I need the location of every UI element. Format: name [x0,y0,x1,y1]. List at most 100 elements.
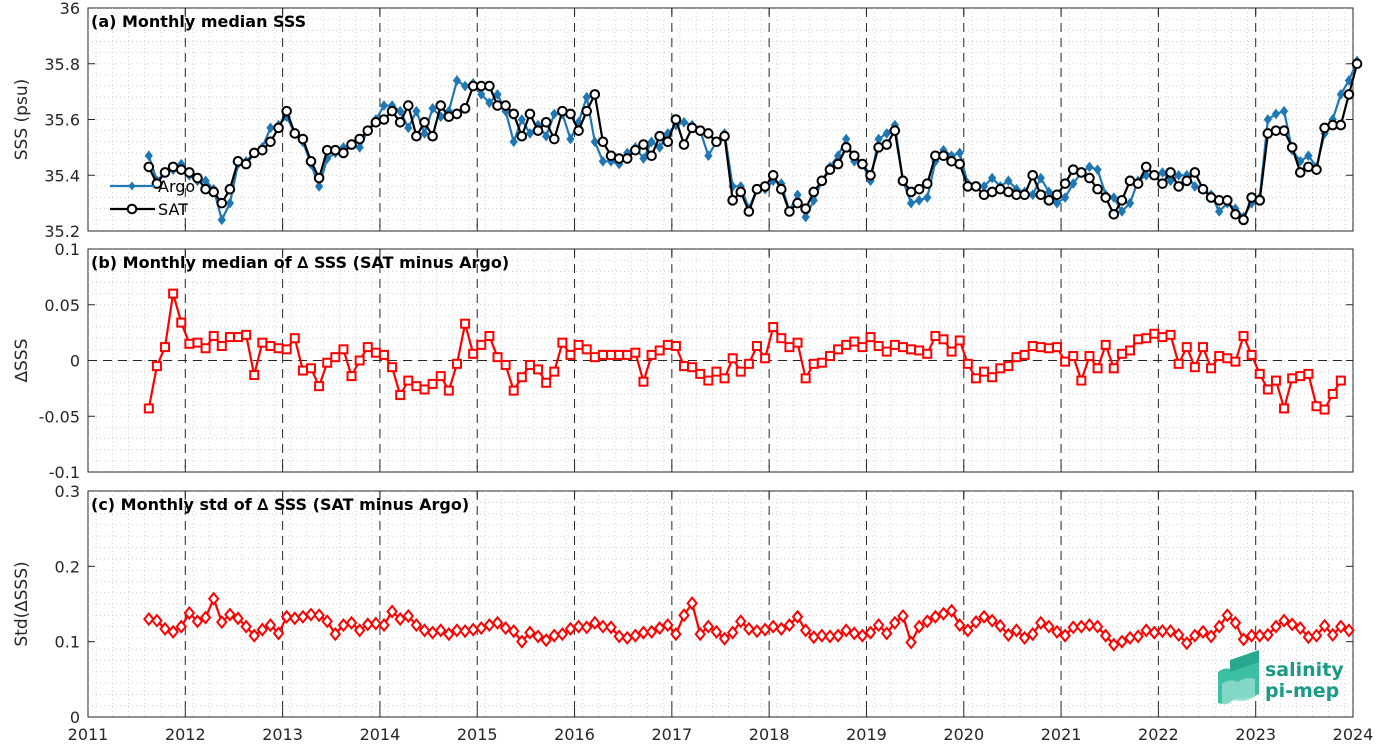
data-point [801,211,810,223]
data-point [516,130,528,142]
data-point [751,341,762,352]
data-point [411,130,422,142]
data-point [517,114,526,125]
data-point [872,618,885,633]
data-point [1107,637,1120,652]
data-point [581,105,593,117]
data-point [938,334,949,345]
data-point [1287,373,1298,384]
data-point [216,615,228,630]
data-point [857,158,868,170]
data-point [824,629,836,644]
data-point [597,619,609,634]
data-point [897,608,909,624]
data-point [1189,167,1201,178]
data-point [808,186,820,198]
data-point [581,344,592,355]
data-point [1222,195,1233,206]
data-point [217,214,226,226]
x-tick-label: 2013 [262,725,303,744]
data-point [1311,401,1322,412]
series-delta-sss [143,288,1346,415]
data-point [144,150,153,162]
data-point [1043,619,1055,634]
data-point [1002,627,1015,642]
data-point [1197,342,1208,353]
data-point [1303,368,1314,379]
data-point [509,136,518,148]
data-point [702,619,715,634]
data-point [1027,169,1038,181]
data-point [1091,619,1104,634]
data-point [1270,375,1281,386]
x-tick-label: 2021 [1041,725,1082,744]
data-point [1100,339,1111,350]
data-point [549,366,560,377]
data-point [167,624,179,639]
data-point [921,614,934,629]
data-point [840,142,852,153]
data-point [1043,343,1054,354]
data-point [1296,155,1305,167]
data-point [1262,627,1274,642]
data-point [1245,628,1258,643]
data-point [889,125,901,136]
x-tick-label: 2022 [1138,725,1179,744]
data-point [1092,363,1103,374]
data-point [1140,623,1153,638]
y-tick-label: 0.1 [55,240,80,259]
data-point [1117,206,1127,217]
data-point [573,125,584,136]
data-point [191,614,204,629]
data-point [500,100,511,111]
data-point [516,634,528,649]
data-point [1149,169,1160,181]
data-point [1051,624,1063,639]
data-point [816,175,828,187]
x-tick-label: 2023 [1235,725,1276,744]
data-point [1108,208,1120,220]
data-point [1004,175,1013,187]
data-point [841,339,852,350]
data-point [443,627,455,642]
data-point [297,133,309,145]
data-point [451,623,463,638]
x-tick-label: 2024 [1333,725,1374,744]
data-point [540,116,552,128]
data-point [970,181,982,192]
data-point [1181,175,1193,187]
data-point [1036,172,1045,184]
data-point [160,342,171,353]
data-point [1335,619,1347,634]
data-point [865,332,876,343]
data-point [1085,161,1094,173]
data-point [361,617,374,632]
data-point [1229,615,1242,630]
data-point [1116,348,1127,359]
data-point [1069,178,1078,189]
data-point [638,376,649,387]
data-point [1092,183,1103,195]
data-point [1076,167,1087,178]
data-point [572,619,585,634]
data-point [240,158,252,170]
data-point [1246,349,1257,360]
data-point [1011,352,1022,363]
data-point [621,153,633,164]
data-point [1083,618,1096,633]
data-point [726,625,739,640]
data-point [1116,195,1128,206]
data-point [1035,615,1047,630]
data-point [241,329,252,340]
data-point [889,615,901,630]
data-point [987,372,998,383]
data-point [1254,368,1265,379]
data-point [419,116,430,128]
data-point [256,622,269,637]
data-point [314,381,325,392]
data-point [362,125,374,136]
data-point [590,136,599,148]
legend-marker [128,181,136,191]
data-point [653,621,666,636]
data-point [548,133,560,145]
